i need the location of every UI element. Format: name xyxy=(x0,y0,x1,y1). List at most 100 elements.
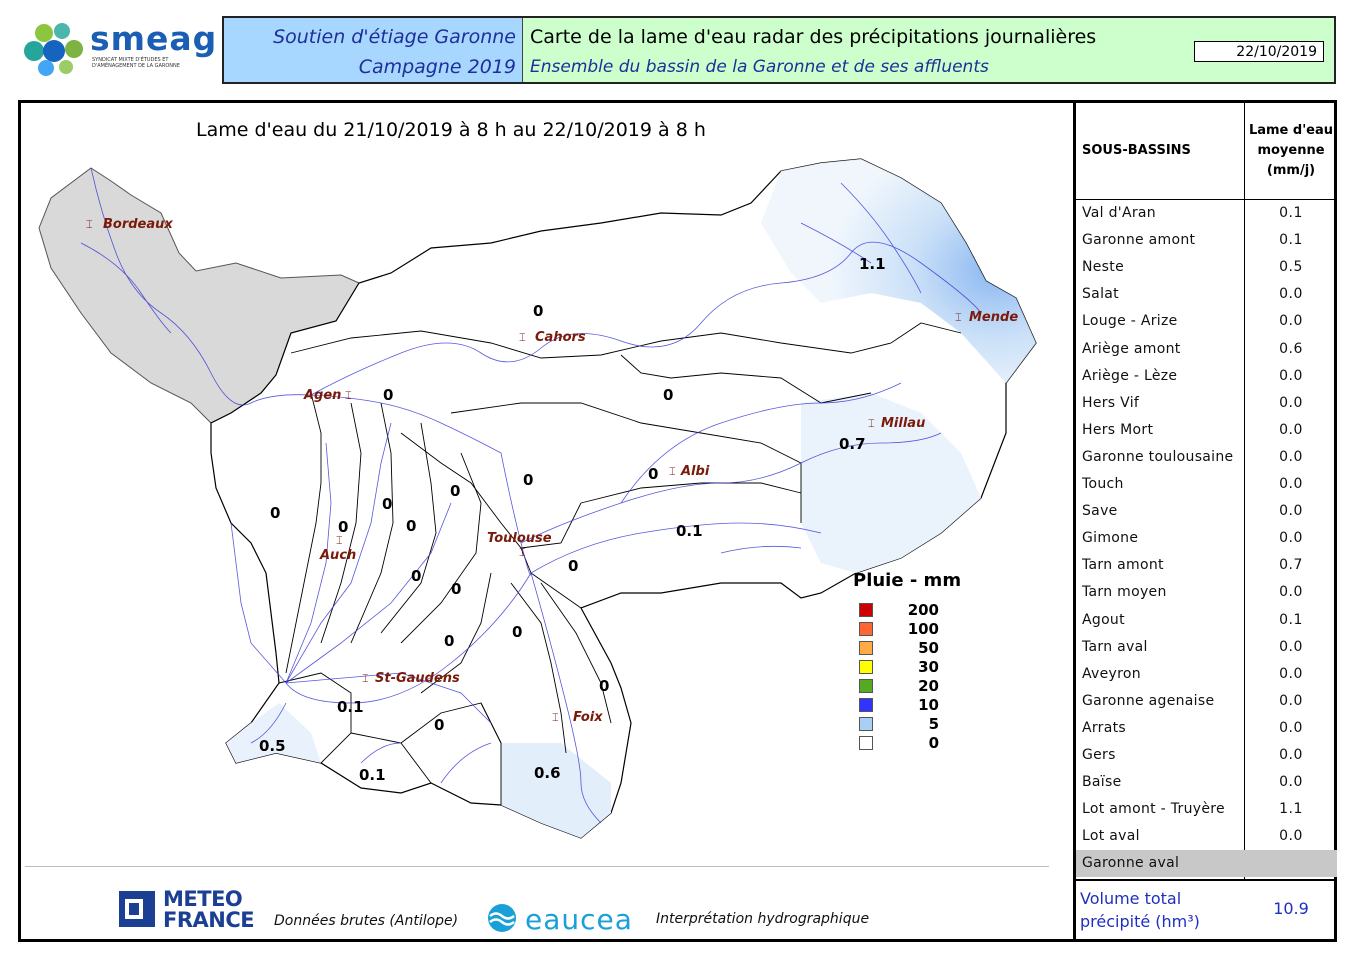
city-marker-icon: ⌶ xyxy=(336,534,343,547)
row-subbasin-name: Garonne aval xyxy=(1082,855,1180,872)
legend-label: 200 xyxy=(907,601,939,619)
table-row: Gimone 0.0 xyxy=(1076,525,1337,552)
row-value: 0.1 xyxy=(1279,205,1303,221)
city-label: Auch xyxy=(319,548,356,563)
legend-swatch xyxy=(859,736,873,750)
table-row: Lot amont - Truyère 1.1 xyxy=(1076,796,1337,823)
legend-swatch xyxy=(859,717,873,731)
rain-area-ariege xyxy=(501,743,611,838)
smeag-emblem-icon xyxy=(24,23,83,76)
row-value: 0.0 xyxy=(1279,476,1303,492)
header-campaign-panel: Soutien d'étiage Garonne Campagne 2019 xyxy=(224,18,523,82)
legend-label: 5 xyxy=(928,715,939,733)
table-row: Neste 0.5 xyxy=(1076,254,1337,281)
city-foix: ⌶ Foix xyxy=(552,710,603,725)
row-value: 0.0 xyxy=(1279,774,1303,791)
row-value: 0.0 xyxy=(1279,665,1303,682)
city-label: Agen xyxy=(303,388,341,403)
footer-divider xyxy=(25,866,1049,867)
row-value: 0.0 xyxy=(1279,394,1303,411)
row-subbasin-name: Salat xyxy=(1082,286,1119,303)
row-value: 0.5 xyxy=(1279,259,1303,276)
city-marker-icon: ⌶ xyxy=(86,218,93,231)
row-subbasin-name: Val d'Aran xyxy=(1082,205,1156,221)
city-auch: ⌶ Auch xyxy=(319,534,356,563)
city-label: Bordeaux xyxy=(103,217,173,232)
row-subbasin-name: Lot amont - Truyère xyxy=(1082,801,1225,818)
basin-value-labels: 1.1 0 0 0.7 0 0 0 0 0 0 0 0.1 0 0 0 0 0 … xyxy=(259,255,886,784)
credit-interpretation: Interprétation hydrographique xyxy=(656,911,870,927)
table-header-divider xyxy=(1076,199,1337,200)
row-value: 0.0 xyxy=(1279,286,1303,303)
row-subbasin-name: Baïse xyxy=(1082,774,1122,791)
meteo-line1: METEO xyxy=(163,887,243,911)
row-subbasin-name: Touch xyxy=(1082,476,1124,492)
table-row: Garonne amont 0.1 xyxy=(1076,227,1337,254)
basin-value: 0.1 xyxy=(337,698,364,716)
basin-value: 0 xyxy=(382,495,392,513)
legend-swatch xyxy=(859,679,873,693)
legend-label: 10 xyxy=(918,696,939,714)
row-subbasin-name: Aveyron xyxy=(1082,665,1141,682)
rain-area-lot-amont xyxy=(761,159,1036,383)
volume-label: Volume total précipité (hm³) xyxy=(1080,889,1200,931)
row-value: 0.0 xyxy=(1279,503,1303,520)
city-layer: ⌶ Bordeaux ⌶ Cahors ⌶ Mende Agen ⌶ ⌶ Mil… xyxy=(86,217,1018,784)
eaucea-wordmark: eaucea xyxy=(525,903,633,936)
row-subbasin-name: Agout xyxy=(1082,611,1125,628)
city-marker-icon: ⌶ xyxy=(519,331,526,344)
volume-value: 10.9 xyxy=(1273,899,1309,918)
header-title: Carte de la lame d'eau radar des précipi… xyxy=(530,26,1097,48)
city-mende: ⌶ Mende xyxy=(955,310,1018,325)
table-row: Ariège - Lèze 0.0 xyxy=(1076,363,1337,390)
table-row: Hers Mort 0.0 xyxy=(1076,417,1337,444)
table-row: Lot aval 0.0 xyxy=(1076,823,1337,850)
city-label: St-Gaudens xyxy=(375,671,460,686)
legend-title: Pluie - mm xyxy=(853,570,962,591)
row-subbasin-name: Garonne agenaise xyxy=(1082,692,1215,709)
row-subbasin-name: Tarn aval xyxy=(1082,638,1148,655)
row-value: 0.1 xyxy=(1279,232,1303,249)
row-subbasin-name: Hers Mort xyxy=(1082,421,1154,438)
basin-value: 0 xyxy=(663,386,673,404)
basin-value: 0.1 xyxy=(676,522,703,540)
city-marker-icon: ⌶ xyxy=(955,311,962,324)
row-subbasin-name: Save xyxy=(1082,503,1118,520)
table-row: Garonne toulousaine 0.0 xyxy=(1076,444,1337,471)
eaucea-logo-icon xyxy=(488,904,516,932)
city-marker-icon: ⌶ xyxy=(868,417,875,430)
legend-label: 100 xyxy=(907,620,939,638)
city-marker-icon: ⌶ xyxy=(519,546,526,559)
basin-value: 0 xyxy=(338,518,348,536)
city-label: Mende xyxy=(969,310,1018,325)
basin-value: 0 xyxy=(533,302,543,320)
basin-value: 0 xyxy=(270,504,280,522)
basin-value: 0 xyxy=(648,465,658,483)
row-subbasin-name: Gers xyxy=(1082,747,1116,763)
legend-swatch xyxy=(859,660,873,674)
row-subbasin-name: Lot aval xyxy=(1082,828,1140,845)
basin-value: 0 xyxy=(444,632,454,650)
logo-subtitle: SYNDICAT MIXTE D'ÉTUDES ET D'AMÉNAGEMENT… xyxy=(92,57,180,69)
garonne-basin xyxy=(210,158,1037,839)
table-row: Aveyron 0.0 xyxy=(1076,661,1337,688)
legend-swatch xyxy=(859,698,873,712)
row-value: 0.1 xyxy=(1279,611,1303,628)
row-value: 0.0 xyxy=(1279,747,1303,763)
table-row: Garonne aval xyxy=(1076,850,1337,878)
city-bordeaux: ⌶ Bordeaux xyxy=(86,217,173,232)
row-value: 0.0 xyxy=(1279,421,1303,438)
city-marker-icon: ⌶ xyxy=(552,711,559,724)
smeag-logo: smeag SYNDICAT MIXTE D'ÉTUDES ET D'AMÉNA… xyxy=(20,17,216,81)
city-millau: ⌶ Millau xyxy=(868,416,925,431)
city-label: Albi xyxy=(680,464,710,479)
row-subbasin-name: Garonne toulousaine xyxy=(1082,448,1234,465)
city-marker-icon: ⌶ xyxy=(345,389,352,402)
credit-raw-data: Données brutes (Antilope) xyxy=(274,913,459,929)
table-row: Ariège amont 0.6 xyxy=(1076,336,1337,363)
city-label: Foix xyxy=(573,710,603,725)
row-subbasin-name: Tarn moyen xyxy=(1082,584,1167,601)
basin-value: 0 xyxy=(450,482,460,500)
basin-value: 1.1 xyxy=(859,255,886,273)
row-value: 0.6 xyxy=(1279,340,1303,357)
